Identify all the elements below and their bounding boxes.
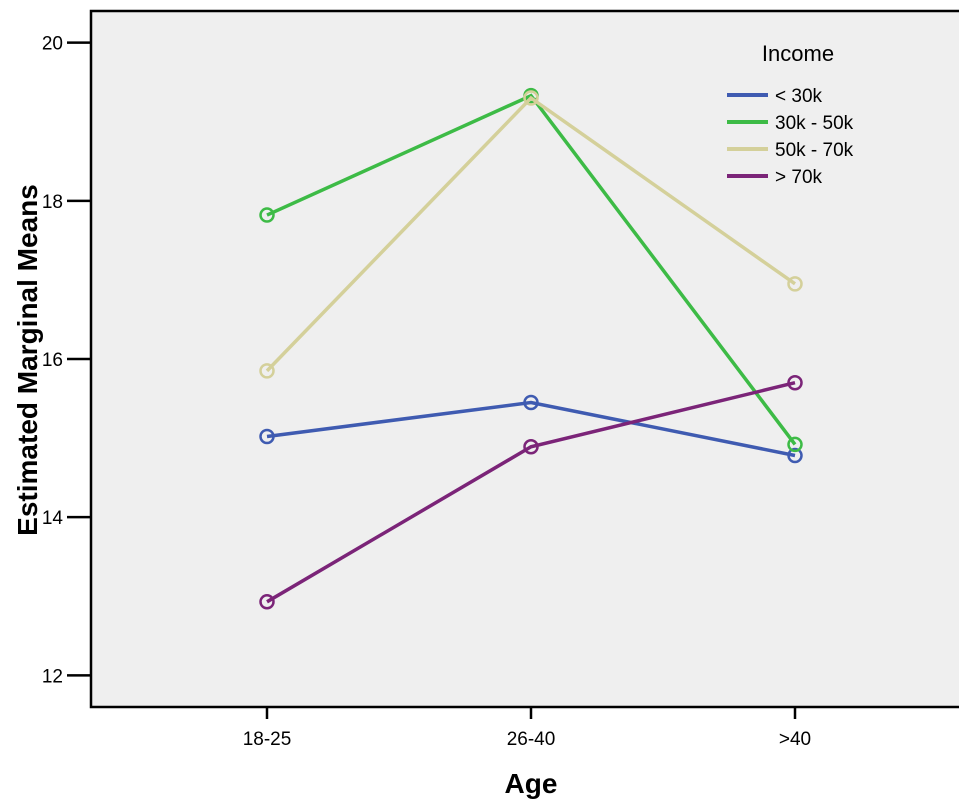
series-1: [259, 394, 803, 464]
data-point: [259, 363, 275, 379]
x-tick-label: 26-40: [507, 729, 556, 750]
legend-label: 30k - 50k: [775, 113, 854, 134]
data-point: [787, 447, 803, 464]
y-axis-title: Estimated Marginal Means: [12, 184, 43, 536]
data-point: [787, 436, 803, 453]
series-layer: [259, 87, 803, 610]
y-tick-label: 16: [42, 350, 63, 371]
plot-area: [89, 9, 959, 709]
series-line: [266, 93, 797, 446]
data-point: [787, 276, 803, 292]
data-point: [259, 594, 275, 610]
legend-label: < 30k: [775, 86, 823, 107]
y-tick-label: 12: [42, 666, 63, 687]
series-line: [266, 381, 796, 604]
x-tick-label: >40: [779, 729, 811, 750]
legend-item: > 70k: [727, 167, 823, 188]
legend: Income < 30k 30k - 50k 50k - 70k > 70k: [727, 41, 854, 188]
y-tick-label: 14: [42, 508, 64, 529]
legend-title: Income: [762, 41, 834, 66]
y-tick-label: 20: [42, 34, 63, 55]
series-line: [265, 95, 797, 373]
legend-item: 50k - 70k: [727, 140, 854, 161]
data-point: [523, 394, 539, 411]
legend-label: > 70k: [775, 167, 823, 188]
legend-item: 30k - 50k: [727, 113, 854, 134]
y-axis: 12 14 16 18 20: [42, 34, 91, 687]
series-3: [259, 90, 803, 379]
data-point: [523, 90, 539, 106]
x-axis-title: Age: [505, 768, 558, 799]
data-point: [259, 428, 275, 445]
x-tick-label: 18-25: [243, 729, 292, 750]
data-point: [259, 207, 275, 223]
series-4: [259, 374, 803, 610]
data-point: [523, 439, 539, 455]
series-2: [259, 87, 803, 453]
legend-item: < 30k: [727, 86, 823, 107]
series-line: [266, 400, 796, 458]
y-tick-label: 18: [42, 192, 63, 213]
legend-label: 50k - 70k: [775, 140, 854, 161]
x-axis: 18-25 26-40 >40: [243, 707, 811, 750]
data-point: [787, 374, 803, 391]
